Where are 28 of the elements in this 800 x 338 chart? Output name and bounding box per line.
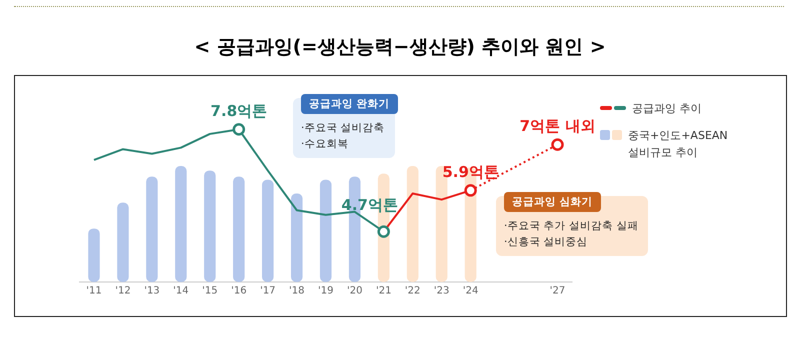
x-tick-label: '24 [462, 286, 478, 297]
x-tick-label: '16 [231, 286, 247, 297]
chart-title: < 공급과잉(=생산능력−생산량) 추이와 원인 > [193, 35, 607, 60]
x-tick-label: '12 [115, 286, 131, 297]
x-tick-label: '27 [550, 286, 566, 297]
annotation: 7억톤 내외 [520, 117, 596, 136]
annotation: 5.9억톤 [442, 162, 499, 181]
x-tick-label: '15 [202, 286, 218, 297]
x-tick-label: '14 [173, 286, 189, 297]
annotation: 7.8억톤 [210, 102, 268, 120]
legend-label: 공급과잉 추이 [632, 101, 702, 117]
x-tick-label: '20 [346, 286, 362, 297]
x-tick-label: '11 [86, 286, 102, 297]
text: 공급과잉 완화기 [301, 94, 398, 114]
annotation: ·주요국 추가 설비감축 실패 [504, 219, 638, 234]
x-tick-label: '17 [260, 286, 276, 297]
annotation: 4.7억톤 [341, 196, 398, 214]
x-tick-label: '19 [318, 286, 334, 297]
x-tick-label: '18 [289, 286, 305, 297]
x-tick-label: '21 [376, 286, 392, 297]
annotation: 공급과잉 심화기 [504, 192, 601, 212]
x-tick-label: '13 [144, 286, 160, 297]
annotation: ·신흥국 설비중심 [504, 235, 589, 250]
x-tick-label: '23 [434, 286, 450, 297]
annotation: ·주요국 설비감축 [301, 121, 385, 136]
x-tick-label: '22 [404, 286, 420, 297]
annotation: ·수요회복 [301, 137, 350, 152]
legend-label: 중국+인도+ASEAN 설비규모 추이 [628, 128, 729, 161]
